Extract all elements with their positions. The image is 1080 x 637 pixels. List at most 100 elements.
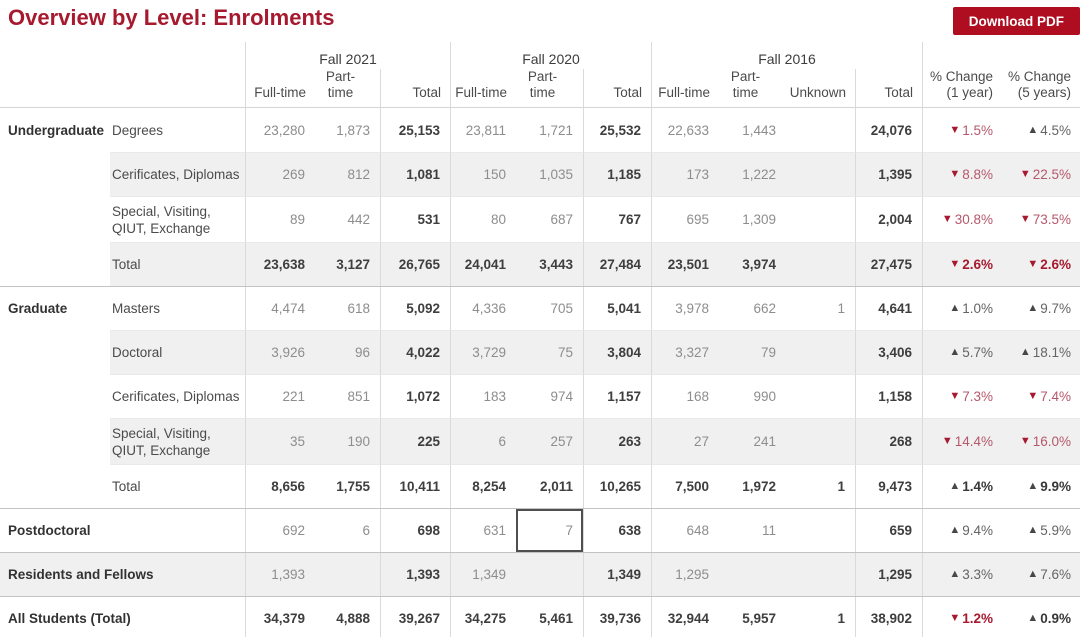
cell-f16-total[interactable]: 1,295 — [855, 553, 922, 596]
cell-change-1yr[interactable]: ▼ 8.8% — [922, 152, 1002, 196]
row-level-label[interactable]: Degrees — [112, 122, 164, 138]
cell-f16-total[interactable]: 9,473 — [855, 464, 922, 508]
cell-change-5yr[interactable]: ▼ 22.5% — [1002, 152, 1080, 196]
cell-f16-unknown[interactable]: 1 — [837, 611, 845, 626]
cell-change-1yr[interactable]: ▲ 3.3% — [922, 553, 1002, 596]
cell-change-5yr[interactable]: ▲ 0.9% — [1002, 597, 1080, 637]
cell-f21-parttime[interactable]: 4,888 — [336, 611, 370, 626]
cell-f21-total[interactable]: 4,022 — [380, 330, 450, 374]
cell-f21-fulltime[interactable]: 34,379 — [245, 597, 315, 637]
cell-f21-total[interactable]: 1,081 — [380, 152, 450, 196]
cell-f16-fulltime[interactable]: 27 — [651, 418, 719, 464]
cell-f16-fulltime[interactable]: 22,633 — [651, 108, 719, 152]
row-category-label[interactable]: Graduate — [8, 301, 68, 316]
cell-f21-parttime[interactable]: 851 — [315, 374, 380, 418]
cell-f21-fulltime[interactable]: 8,656 — [245, 464, 315, 508]
cell-f16-fulltime[interactable]: 648 — [651, 509, 719, 552]
row-category-label[interactable]: Residents and Fellows — [0, 553, 245, 596]
row-category-label[interactable] — [0, 418, 110, 464]
row-category-label[interactable]: Postdoctoral — [8, 523, 91, 538]
cell-f16-unknown[interactable] — [786, 242, 855, 286]
row-category-label[interactable] — [0, 464, 110, 508]
cell-change-5yr[interactable]: ▼ 73.5% — [1002, 196, 1080, 242]
cell-f20-fulltime[interactable]: 6 — [450, 418, 516, 464]
cell-f16-parttime[interactable]: 662 — [753, 301, 776, 316]
cell-f16-total[interactable]: 1,395 — [855, 152, 922, 196]
cell-f20-parttime[interactable]: 3,443 — [516, 242, 583, 286]
cell-f21-fulltime[interactable]: 89 — [245, 196, 315, 242]
cell-f21-total[interactable]: 225 — [380, 418, 450, 464]
cell-f16-unknown[interactable] — [786, 509, 855, 552]
cell-f20-fulltime[interactable]: 80 — [450, 196, 516, 242]
cell-f21-fulltime[interactable]: 221 — [245, 374, 315, 418]
cell-f20-fulltime[interactable]: 23,811 — [450, 108, 516, 152]
cell-change-5yr[interactable]: ▲ 5.9% — [1002, 509, 1080, 552]
cell-f16-parttime[interactable]: 11 — [761, 523, 776, 538]
cell-f16-parttime[interactable]: 1,443 — [742, 122, 776, 138]
cell-f21-parttime[interactable]: 3,127 — [315, 242, 380, 286]
cell-f16-unknown[interactable]: 1 — [786, 464, 855, 508]
cell-f20-fulltime[interactable]: 183 — [450, 374, 516, 418]
cell-f20-parttime[interactable]: 1,035 — [516, 152, 583, 196]
row-category-label[interactable]: Undergraduate — [8, 122, 105, 138]
cell-f16-parttime[interactable] — [719, 553, 786, 596]
cell-f20-fulltime[interactable]: 4,336 — [450, 287, 516, 330]
cell-f21-parttime[interactable] — [315, 553, 380, 596]
cell-change-1yr[interactable]: ▼ 30.8% — [922, 196, 1002, 242]
cell-f21-parttime[interactable]: 812 — [315, 152, 380, 196]
cell-f20-parttime[interactable]: 705 — [550, 301, 573, 316]
cell-change-5yr[interactable]: ▲ 4.5% — [1002, 108, 1080, 152]
cell-f16-parttime[interactable]: 1,972 — [719, 464, 786, 508]
cell-change-5yr[interactable]: ▼ 2.6% — [1002, 242, 1080, 286]
cell-f20-parttime[interactable]: 2,011 — [516, 464, 583, 508]
cell-f21-fulltime[interactable]: 3,926 — [245, 330, 315, 374]
row-category-label[interactable] — [0, 330, 110, 374]
cell-f16-fulltime[interactable]: 695 — [651, 196, 719, 242]
cell-f16-total[interactable]: 24,076 — [855, 108, 922, 152]
cell-f16-unknown[interactable]: 1 — [837, 301, 845, 316]
cell-f16-total[interactable]: 268 — [855, 418, 922, 464]
cell-f16-unknown[interactable] — [786, 418, 855, 464]
cell-f16-total[interactable]: 4,641 — [855, 287, 922, 330]
row-category-label[interactable] — [0, 374, 110, 418]
cell-f16-fulltime[interactable]: 23,501 — [651, 242, 719, 286]
cell-f20-total[interactable]: 767 — [583, 196, 651, 242]
row-category-label[interactable] — [0, 152, 110, 196]
cell-change-5yr[interactable]: ▲ 7.6% — [1002, 553, 1080, 596]
cell-f16-unknown[interactable] — [786, 553, 855, 596]
cell-f21-fulltime[interactable]: 4,474 — [245, 287, 315, 330]
cell-f21-fulltime[interactable]: 23,280 — [245, 108, 315, 152]
cell-f21-fulltime[interactable]: 692 — [245, 509, 315, 552]
cell-f21-total[interactable]: 531 — [380, 196, 450, 242]
cell-change-1yr[interactable]: ▼ 1.5% — [922, 108, 1002, 152]
cell-f16-total[interactable]: 3,406 — [855, 330, 922, 374]
cell-f20-fulltime[interactable]: 24,041 — [450, 242, 516, 286]
cell-f16-fulltime[interactable]: 168 — [651, 374, 719, 418]
cell-f16-total[interactable]: 27,475 — [855, 242, 922, 286]
cell-f16-parttime[interactable]: 5,957 — [742, 611, 776, 626]
cell-f21-total[interactable]: 26,765 — [380, 242, 450, 286]
cell-f20-total[interactable]: 1,185 — [583, 152, 651, 196]
cell-f20-total[interactable]: 263 — [583, 418, 651, 464]
cell-change-1yr[interactable]: ▲ 1.4% — [922, 464, 1002, 508]
cell-f20-fulltime[interactable]: 34,275 — [450, 597, 516, 637]
cell-f16-parttime[interactable]: 1,222 — [719, 152, 786, 196]
row-level-label[interactable]: Doctoral — [110, 330, 245, 374]
cell-f20-parttime[interactable] — [516, 553, 583, 596]
cell-f21-parttime[interactable]: 6 — [362, 523, 370, 538]
row-level-label[interactable]: Masters — [112, 301, 161, 316]
cell-f20-parttime[interactable]: 1,721 — [539, 122, 573, 138]
cell-change-5yr[interactable]: ▼ 16.0% — [1002, 418, 1080, 464]
cell-f20-total[interactable]: 25,532 — [583, 108, 651, 152]
cell-f20-parttime[interactable]: 257 — [516, 418, 583, 464]
row-level-label[interactable]: Special, Visiting, QIUT, Exchange — [110, 418, 245, 464]
cell-change-5yr[interactable]: ▼ 7.4% — [1002, 374, 1080, 418]
cell-f16-unknown[interactable] — [786, 330, 855, 374]
row-category-label[interactable]: All Students (Total) — [8, 611, 131, 626]
cell-f21-total[interactable]: 10,411 — [380, 464, 450, 508]
cell-f16-fulltime[interactable]: 173 — [651, 152, 719, 196]
cell-f21-total[interactable]: 5,092 — [380, 287, 450, 330]
cell-change-1yr[interactable]: ▼ 7.3% — [922, 374, 1002, 418]
cell-change-1yr[interactable]: ▲ 5.7% — [922, 330, 1002, 374]
cell-f20-total[interactable]: 27,484 — [583, 242, 651, 286]
